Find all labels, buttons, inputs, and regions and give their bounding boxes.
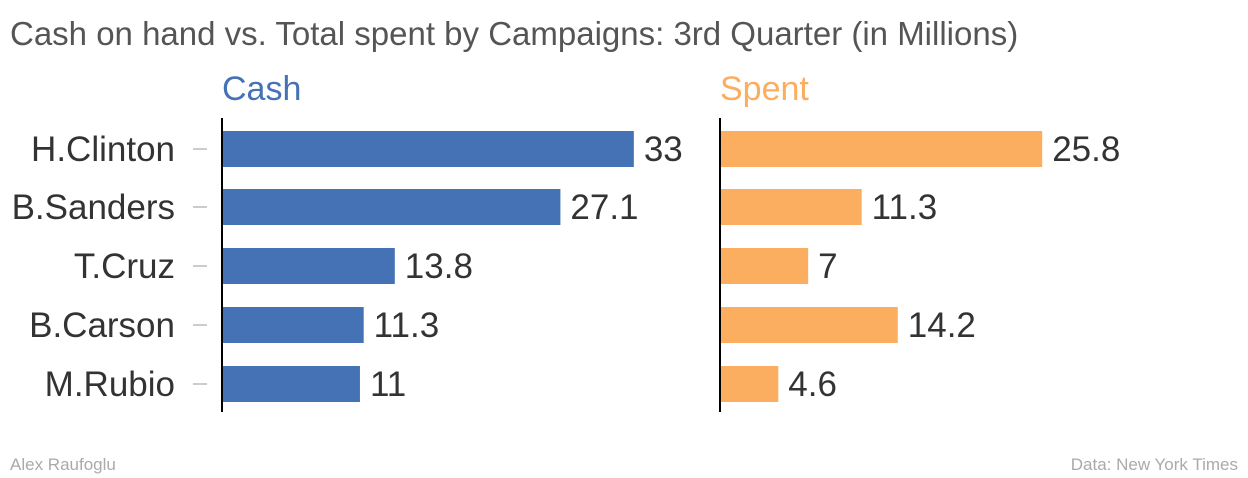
spent-value-label-m-rubio: 4.6	[788, 365, 837, 404]
cash-value-label-m-rubio: 11	[370, 365, 406, 404]
category-label-b-sanders: B.Sanders	[12, 188, 175, 227]
spent-value-label-h-clinton: 25.8	[1052, 130, 1120, 169]
category-label-b-carson: B.Carson	[29, 306, 175, 345]
spent-value-label-t-cruz: 7	[818, 247, 837, 286]
cash-bar-h-clinton	[223, 131, 634, 167]
source-text: Data: New York Times	[1071, 455, 1238, 474]
spent-panel: 25.8 11.3 7 14.2 4.6	[721, 130, 1120, 404]
spent-value-label-b-carson: 14.2	[908, 306, 976, 345]
spent-bar-h-clinton	[721, 131, 1043, 167]
category-ticks	[193, 148, 207, 385]
chart-title: Cash on hand vs. Total spent by Campaign…	[10, 15, 1018, 52]
category-label-m-rubio: M.Rubio	[45, 365, 175, 404]
panel-label-spent: Spent	[720, 70, 809, 108]
spent-value-label-b-sanders: 11.3	[872, 188, 938, 227]
cash-bar-m-rubio	[223, 366, 360, 402]
category-label-h-clinton: H.Clinton	[31, 130, 175, 169]
panel-label-cash: Cash	[222, 70, 301, 108]
cash-value-label-t-cruz: 13.8	[405, 247, 473, 286]
spent-bar-b-carson	[721, 307, 898, 343]
spent-bar-t-cruz	[721, 248, 809, 284]
cash-value-label-b-carson: 11.3	[374, 306, 440, 345]
spent-bar-b-sanders	[721, 189, 862, 225]
cash-bar-b-carson	[223, 307, 364, 343]
cash-bar-t-cruz	[223, 248, 395, 284]
cash-value-label-b-sanders: 27.1	[570, 188, 638, 227]
credit-text: Alex Raufoglu	[10, 455, 116, 474]
cash-bar-b-sanders	[223, 189, 561, 225]
category-label-t-cruz: T.Cruz	[74, 247, 175, 286]
spent-bar-m-rubio	[721, 366, 779, 402]
cash-value-label-h-clinton: 33	[644, 130, 683, 169]
category-labels: H.Clinton B.Sanders T.Cruz B.Carson M.Rubio	[12, 130, 175, 404]
